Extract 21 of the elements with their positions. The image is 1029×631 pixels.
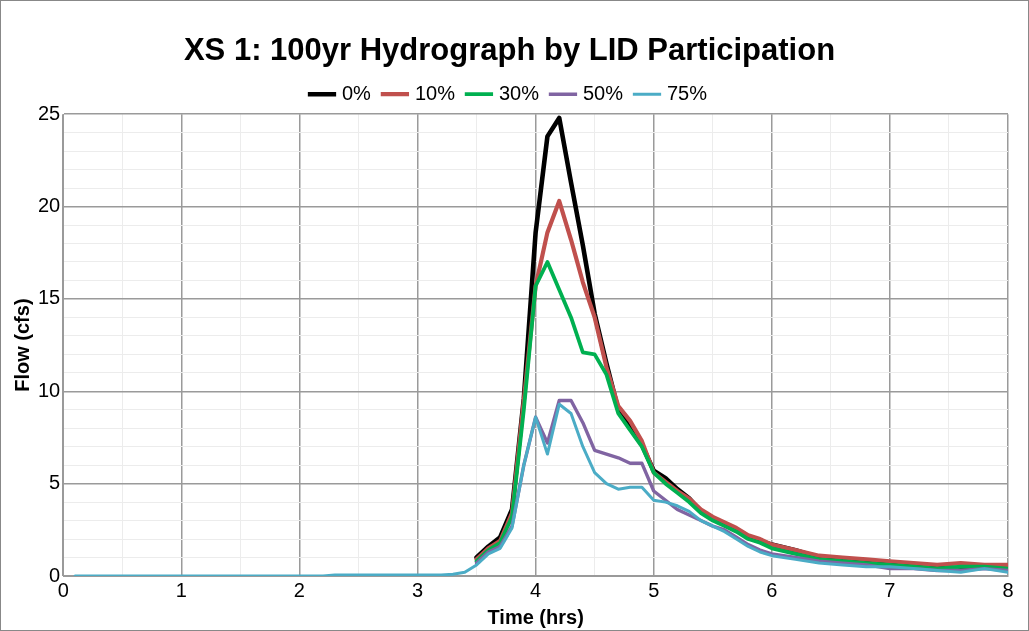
y-tick-label: 20 [38,194,61,217]
legend-label: 0% [341,81,372,104]
x-tick-label: 4 [530,578,542,601]
x-tick-label: 3 [411,578,424,601]
y-tick-label: 15 [38,286,61,309]
x-tick-label: 6 [766,578,778,601]
chart-title: XS 1: 100yr Hydrograph by LID Participation [183,32,836,68]
x-tick-label: 2 [293,578,305,601]
y-tick-label: 25 [38,101,61,124]
x-axis-title: Time (hrs) [487,605,584,628]
legend-label: 10% [414,81,456,104]
x-tick-label: 8 [1002,578,1014,601]
x-tick-label: 7 [884,578,896,601]
y-tick-label: 10 [38,378,61,401]
x-tick-label: 5 [648,578,660,601]
legend-label: 75% [666,81,708,104]
y-axis-title: Flow (cfs) [10,298,33,392]
legend-label: 30% [498,81,540,104]
y-tick-label: 5 [49,471,61,494]
x-tick-label: 1 [175,578,187,601]
legend-label: 50% [582,81,624,104]
